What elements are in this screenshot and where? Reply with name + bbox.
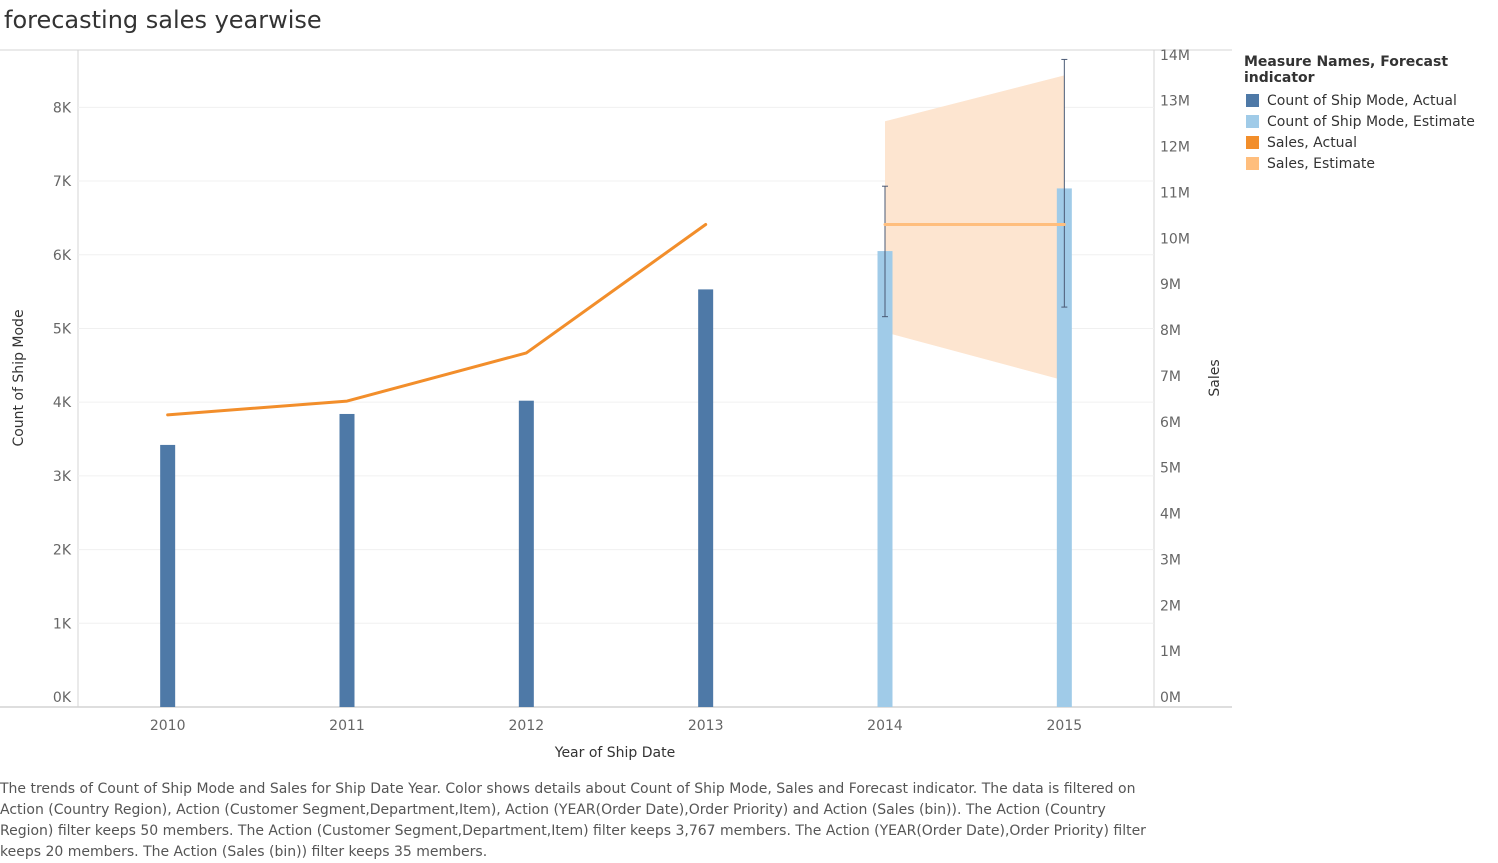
chart-title: forecasting sales yearwise <box>4 6 322 34</box>
y-tick-label: 1K <box>53 616 72 632</box>
y-tick-label: 5K <box>53 321 72 337</box>
y2-tick-label: 13M <box>1160 94 1190 110</box>
y2-tick-label: 8M <box>1160 323 1181 339</box>
legend-label: Count of Ship Mode, Estimate <box>1267 113 1475 130</box>
x-tick-label: 2012 <box>509 718 545 734</box>
chart-caption: The trends of Count of Ship Mode and Sal… <box>0 781 1146 860</box>
y-tick-label: 0K <box>53 690 72 706</box>
lines <box>166 222 1066 417</box>
y2-tick-label: 1M <box>1160 644 1181 660</box>
y-tick-label: 6K <box>53 248 72 264</box>
legend-label: Sales, Estimate <box>1267 155 1376 172</box>
y2-tick-label: 7M <box>1160 369 1181 385</box>
legend-swatch <box>1246 94 1259 107</box>
legend-swatch <box>1246 115 1259 128</box>
x-tick-label: 2013 <box>688 718 724 734</box>
y2-axis-title: Sales <box>1207 359 1223 396</box>
y2-tick-label: 2M <box>1160 598 1181 614</box>
y-tick-label: 8K <box>53 100 72 116</box>
y2-tick-label: 11M <box>1160 185 1190 201</box>
y2-tick-label: 14M <box>1160 48 1190 64</box>
chart: 0K 1K 2K 3K 4K 5K 6K 7K 8K 0M 1M 2M 3M 4M 5M 6M 7M 8M 9M 1… <box>0 48 1232 761</box>
y2-tick-label: 6M <box>1160 415 1181 431</box>
x-tick-label: 2010 <box>150 718 186 734</box>
sales-forecast-band <box>885 75 1065 381</box>
y-tick-label: 7K <box>53 174 72 190</box>
y2-tick-label: 10M <box>1160 231 1190 247</box>
legend-swatch <box>1246 136 1259 149</box>
y-tick-label: 2K <box>53 543 72 559</box>
legend-item[interactable]: Count of Ship Mode, Estimate <box>1244 111 1498 132</box>
bar-estimate <box>1056 188 1072 708</box>
bar-actual <box>518 400 534 707</box>
chart-frame <box>0 49 1232 708</box>
legend-item[interactable]: Sales, Estimate <box>1244 153 1498 174</box>
y-tick-label: 4K <box>53 395 72 411</box>
y2-tick-label: 4M <box>1160 507 1181 523</box>
legend: Measure Names, Forecast indicator Count … <box>1244 54 1498 174</box>
legend-label: Count of Ship Mode, Actual <box>1267 92 1457 109</box>
bar-estimate <box>877 251 893 707</box>
sales-actual-line <box>166 222 708 417</box>
bars <box>160 188 1072 708</box>
y2-tick-label: 9M <box>1160 277 1181 293</box>
y2-tick-label: 12M <box>1160 140 1190 156</box>
legend-label: Sales, Actual <box>1267 134 1358 151</box>
y2-tick-label: 0M <box>1160 690 1181 706</box>
y-tick-label: 3K <box>53 469 72 485</box>
legend-item[interactable]: Sales, Actual <box>1244 132 1498 153</box>
y-axis-title: Count of Ship Mode <box>11 309 27 446</box>
x-tick-label: 2014 <box>867 718 903 734</box>
x-tick-label: 2015 <box>1047 718 1083 734</box>
bar-actual <box>698 289 714 707</box>
x-axis-title: Year of Ship Date <box>554 745 675 761</box>
y2-tick-label: 5M <box>1160 461 1181 477</box>
legend-title: Measure Names, Forecast indicator <box>1244 54 1449 86</box>
legend-swatch <box>1246 157 1259 170</box>
x-axis-ticks: 2010 2011 2012 2013 2014 2015 <box>150 718 1082 734</box>
bar-actual <box>339 413 355 707</box>
legend-item[interactable]: Count of Ship Mode, Actual <box>1244 90 1498 111</box>
x-tick-label: 2011 <box>329 718 365 734</box>
y-axis-ticks: 0K 1K 2K 3K 4K 5K 6K 7K 8K <box>53 100 72 706</box>
bar-actual <box>160 444 176 707</box>
forecast-band <box>885 75 1065 381</box>
error-bars <box>882 58 1068 318</box>
y2-tick-label: 3M <box>1160 552 1181 568</box>
y2-axis-ticks: 0M 1M 2M 3M 4M 5M 6M 7M 8M 9M 10M 11M 12M 13M 14M <box>1160 48 1190 706</box>
